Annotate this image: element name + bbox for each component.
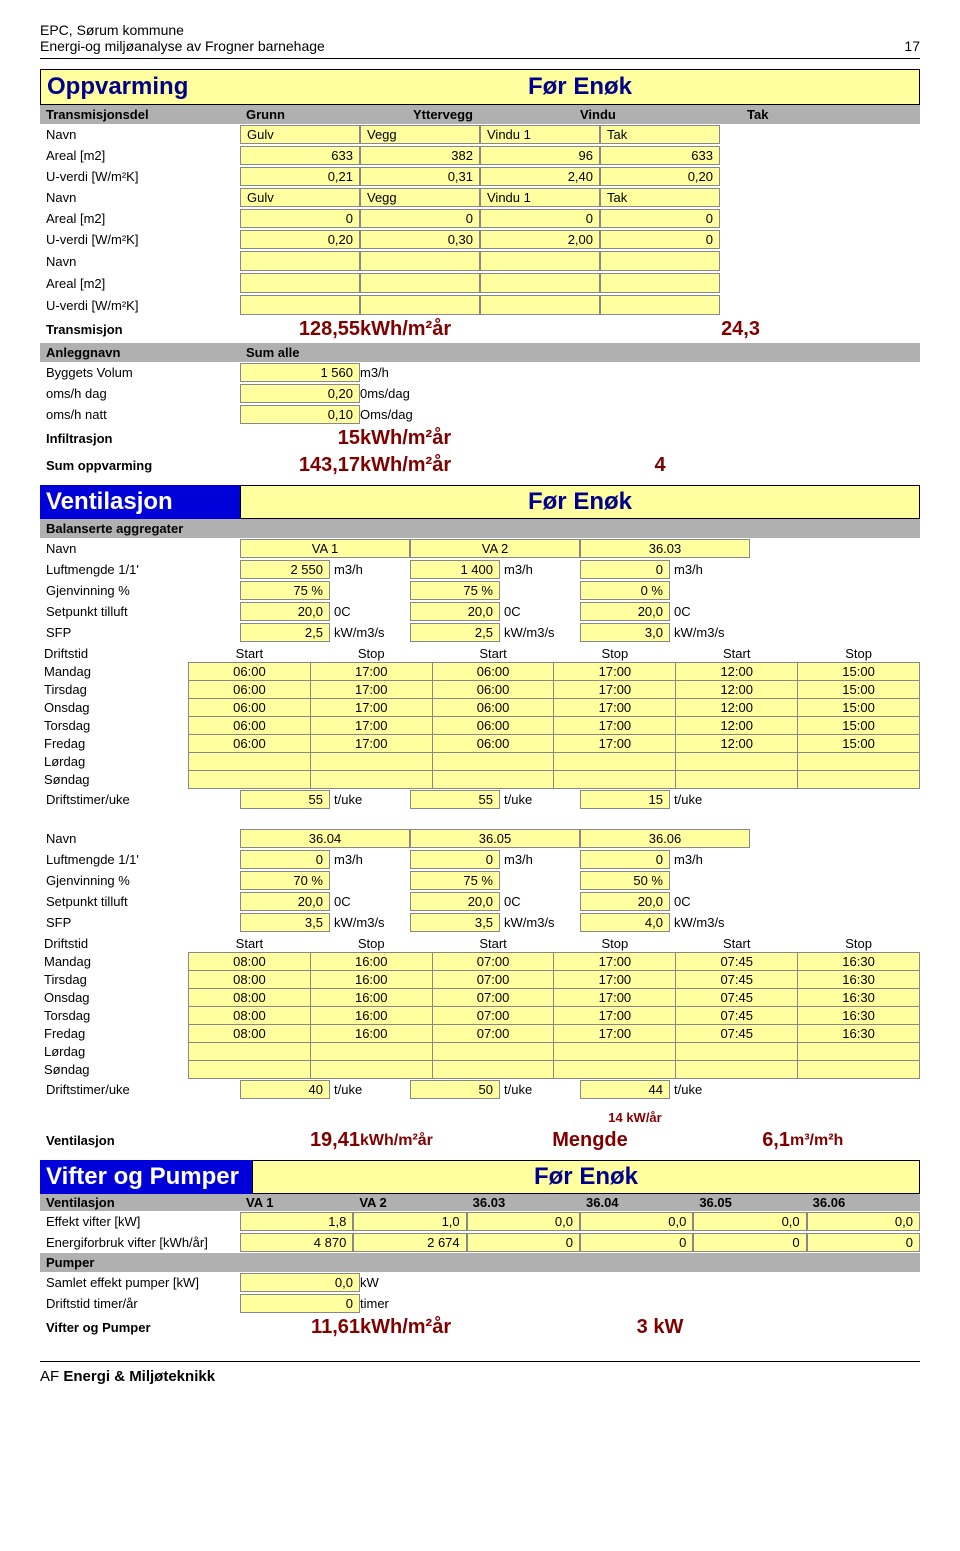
opp-row: U-verdi [W/m²K]0,200,302,000 xyxy=(40,229,920,250)
vifter-sum-row: Vifter og Pumper 11,61 kWh/m²år 3 kW xyxy=(40,1314,920,1341)
opp-small-row: oms/h dag0,200ms/dag xyxy=(40,383,920,404)
vifter-header: Vifter og Pumper Før Enøk xyxy=(40,1160,920,1194)
infiltrasjon-row: Infiltrasjon 15 kWh/m²år xyxy=(40,425,920,452)
opp-row: Areal [m2]63338296633 xyxy=(40,145,920,166)
vent-set-row: Setpunkt tilluft20,00C20,00C20,00C xyxy=(40,601,920,622)
pumper-row-item: Driftstid timer/år0timer xyxy=(40,1293,920,1314)
vifter-row: Effekt vifter [kW]1,81,00,00,00,00,0 xyxy=(40,1211,920,1232)
kw-ar: 14 kW/år xyxy=(40,1100,920,1127)
vent-luft-row: Luftmengde 1/1'2 550m3/h1 400m3/h0m3/h xyxy=(40,559,920,580)
header-line2: Energi-og miljøanalyse av Frogner barneh… xyxy=(40,38,325,54)
vent-sfp-row: SFP2,5kW/m3/s2,5kW/m3/s3,0kW/m3/s xyxy=(40,622,920,643)
opp-row: U-verdi [W/m²K]0,210,312,400,20 xyxy=(40,166,920,187)
vent-sched: DriftstidStartStopStartStopStartStopMand… xyxy=(40,645,920,789)
vifter-row: Energiforbruk vifter [kWh/år]4 8702 6740… xyxy=(40,1232,920,1253)
opp-small-row: oms/h natt0,10Oms/dag xyxy=(40,404,920,425)
page-number: 17 xyxy=(904,38,920,54)
vent-gjen-row: Gjenvinning %70 %75 %50 % xyxy=(40,870,920,891)
vent-gjen-row: Gjenvinning %75 %75 %0 % xyxy=(40,580,920,601)
vent-navn-row: Navn36.0436.0536.06 xyxy=(40,828,920,849)
opp-row: NavnGulvVeggVindu 1Tak xyxy=(40,187,920,208)
opp-small-row: Byggets Volum1 560m3/h xyxy=(40,362,920,383)
vent-sched: DriftstidStartStopStartStopStartStopMand… xyxy=(40,935,920,1079)
ventilasjon-summary: Ventilasjon 19,41 kWh/m²år Mengde 6,1 m³… xyxy=(40,1127,920,1154)
opp-row: NavnGulvVeggVindu 1Tak xyxy=(40,124,920,145)
pumper-row-item: Samlet effekt pumper [kW]0,0kW xyxy=(40,1272,920,1293)
balanserte-row: Balanserte aggregater xyxy=(40,519,920,538)
transmisjonsdel-row: Transmisjonsdel Grunn Yttervegg Vindu Ta… xyxy=(40,105,920,124)
vent-set-row: Setpunkt tilluft20,00C20,00C20,00C xyxy=(40,891,920,912)
opp-row-empty: Areal [m2] xyxy=(40,272,920,294)
opp-row-empty: U-verdi [W/m²K] xyxy=(40,294,920,316)
header-line1: EPC, Sørum kommune xyxy=(40,22,920,38)
vent-uke-row: Driftstimer/uke55t/uke55t/uke15t/uke xyxy=(40,789,920,810)
transmisjon-row: Transmisjon 128,55 kWh/m²år 24,3 xyxy=(40,316,920,343)
vent-luft-row: Luftmengde 1/1'0m3/h0m3/h0m3/h xyxy=(40,849,920,870)
footer: AF Energi & Miljøteknikk xyxy=(40,1361,920,1385)
anleggnavn-row: Anleggnavn Sum alle xyxy=(40,343,920,362)
vent-uke-row: Driftstimer/uke40t/uke50t/uke44t/uke xyxy=(40,1079,920,1100)
vifter-cols: Ventilasjon VA 1 VA 2 36.03 36.04 36.05 … xyxy=(40,1194,920,1211)
opp-row: Areal [m2]0000 xyxy=(40,208,920,229)
vent-sfp-row: SFP3,5kW/m3/s3,5kW/m3/s4,0kW/m3/s xyxy=(40,912,920,933)
pumper-row: Pumper xyxy=(40,1253,920,1272)
oppvarming-header: Oppvarming Før Enøk xyxy=(40,69,920,105)
ventilasjon-header: Ventilasjon Før Enøk xyxy=(40,485,920,519)
opp-row-empty: Navn xyxy=(40,250,920,272)
vent-navn-row: NavnVA 1VA 236.03 xyxy=(40,538,920,559)
sum-oppvarming-row: Sum oppvarming 143,17 kWh/m²år 4 xyxy=(40,452,920,479)
